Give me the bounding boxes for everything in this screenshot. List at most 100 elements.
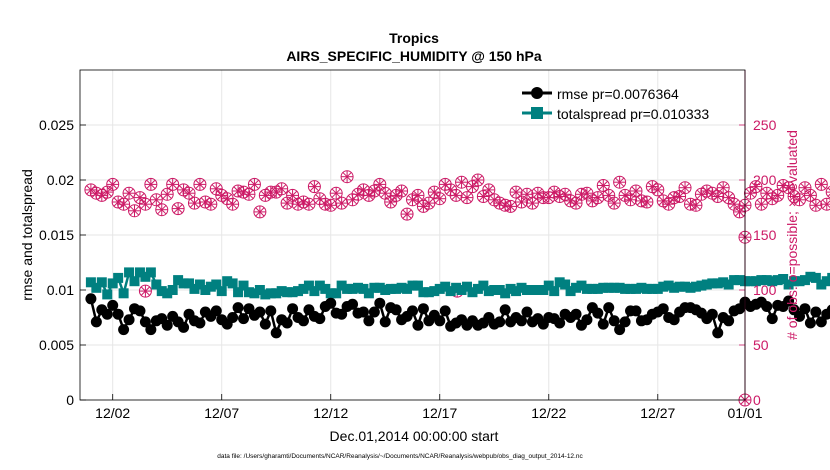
rmse-point [417,303,429,315]
totalspread-point [783,279,794,290]
totalspread-point [407,280,418,291]
totalspread-point [260,289,271,300]
rmse-point [101,308,113,320]
rmse-point [783,295,795,307]
obs-evaluated-mark [133,191,146,204]
rmse-point [799,303,811,315]
rmse-point [90,316,102,328]
x-tick-label: 12/17 [422,405,457,421]
legend-totalspread-label: totalspread pr=0.010333 [557,106,709,122]
totalspread-point [483,286,494,297]
obs-evaluated-mark [613,176,626,189]
totalspread-point [609,282,620,293]
obs-evaluated-mark [668,191,681,204]
rmse-point [815,316,827,328]
totalspread-point [189,283,200,294]
obs-evaluated-mark [629,185,642,197]
rmse-point [794,310,806,322]
y-tick-label-right: 150 [753,227,777,243]
obs-evaluated-mark [591,191,604,204]
totalspread-point [652,283,663,294]
obs-evaluated-mark [771,189,784,202]
totalspread-point [129,276,140,287]
obs-evaluated-mark [777,179,790,192]
totalspread-point [309,286,320,297]
rmse-point [238,313,250,325]
obs-evaluated-mark [379,187,392,200]
x-axis-label: Dec.01,2014 00:00:00 start [330,428,499,444]
rmse-point [810,306,822,318]
totalspread-point [216,286,227,297]
totalspread-point [282,287,293,298]
totalspread-point [107,278,118,289]
obs-evaluated-mark [123,187,136,200]
totalspread-point [265,288,276,299]
totalspread-point [145,267,156,278]
totalspread-point [620,283,631,294]
totalspread-point [614,282,625,293]
totalspread-point [369,282,380,293]
obs-evaluated-mark [210,182,223,195]
totalspread-point [690,281,701,292]
totalspread-point [734,275,745,286]
totalspread-point [827,272,830,283]
obs-evaluated-mark [242,188,255,201]
obs-evaluated-mark [602,189,615,202]
rmse-point [107,299,119,311]
obs-evaluated-mark [798,181,811,194]
totalspread-point [505,283,516,294]
obs-evaluated-mark [286,189,299,202]
totalspread-point [102,289,113,300]
obs-evaluated-mark [204,198,217,211]
rmse-point [118,324,130,336]
obs-evaluated-mark [526,197,539,210]
totalspread-point [696,280,707,291]
totalspread-point [565,286,576,297]
totalspread-point [440,281,451,292]
totalspread-point [118,288,129,299]
rmse-point [368,306,380,318]
obs-evaluated-mark [689,199,702,212]
rmse-point [412,319,424,331]
rmse-point [614,324,626,336]
totalspread-point [674,281,685,292]
totalspread-point [472,283,483,294]
series-layer [84,170,830,407]
rmse-point [123,314,135,326]
totalspread-point [200,285,211,295]
obs-evaluated-mark [188,197,201,210]
obs-evaluated-mark [106,178,119,191]
totalspread-point [500,288,511,299]
totalspread-point [380,285,391,295]
rmse-point [347,298,359,310]
totalspread-point [571,282,582,293]
obs-evaluated-mark [155,203,168,216]
obs-evaluated-mark [766,192,779,205]
obs-evaluated-mark [450,189,463,202]
totalspread-point [314,280,325,291]
rmse-point [619,316,631,328]
obs-evaluated-mark [193,178,206,191]
obs-evaluated-mark [651,183,664,196]
obs-evaluated-mark [226,198,239,211]
rmse-point [227,312,239,323]
obs-evaluated-mark [341,170,354,183]
totalspread-point [352,282,363,293]
obs-evaluated-mark [510,186,523,199]
chart-subtitle: AIRS_SPECIFIC_HUMIDITY @ 150 hPa [286,48,542,64]
totalspread-point [456,285,467,295]
rmse-point [516,315,528,327]
y-tick-label-right: 250 [753,117,777,133]
totalspread-point [347,283,358,294]
obs-evaluated-mark [673,190,686,203]
obs-evaluated-mark [744,187,757,200]
obs-evaluated-mark [237,186,250,199]
totalspread-point [162,288,173,299]
totalspread-point [816,279,827,290]
rmse-point [112,308,124,320]
obs-evaluated-mark [559,188,572,201]
totalspread-point [462,281,473,292]
rmse-point [390,304,402,316]
obs-evaluated-mark [101,186,114,199]
y-axis-left-label: rmse and totalspread [19,169,35,301]
